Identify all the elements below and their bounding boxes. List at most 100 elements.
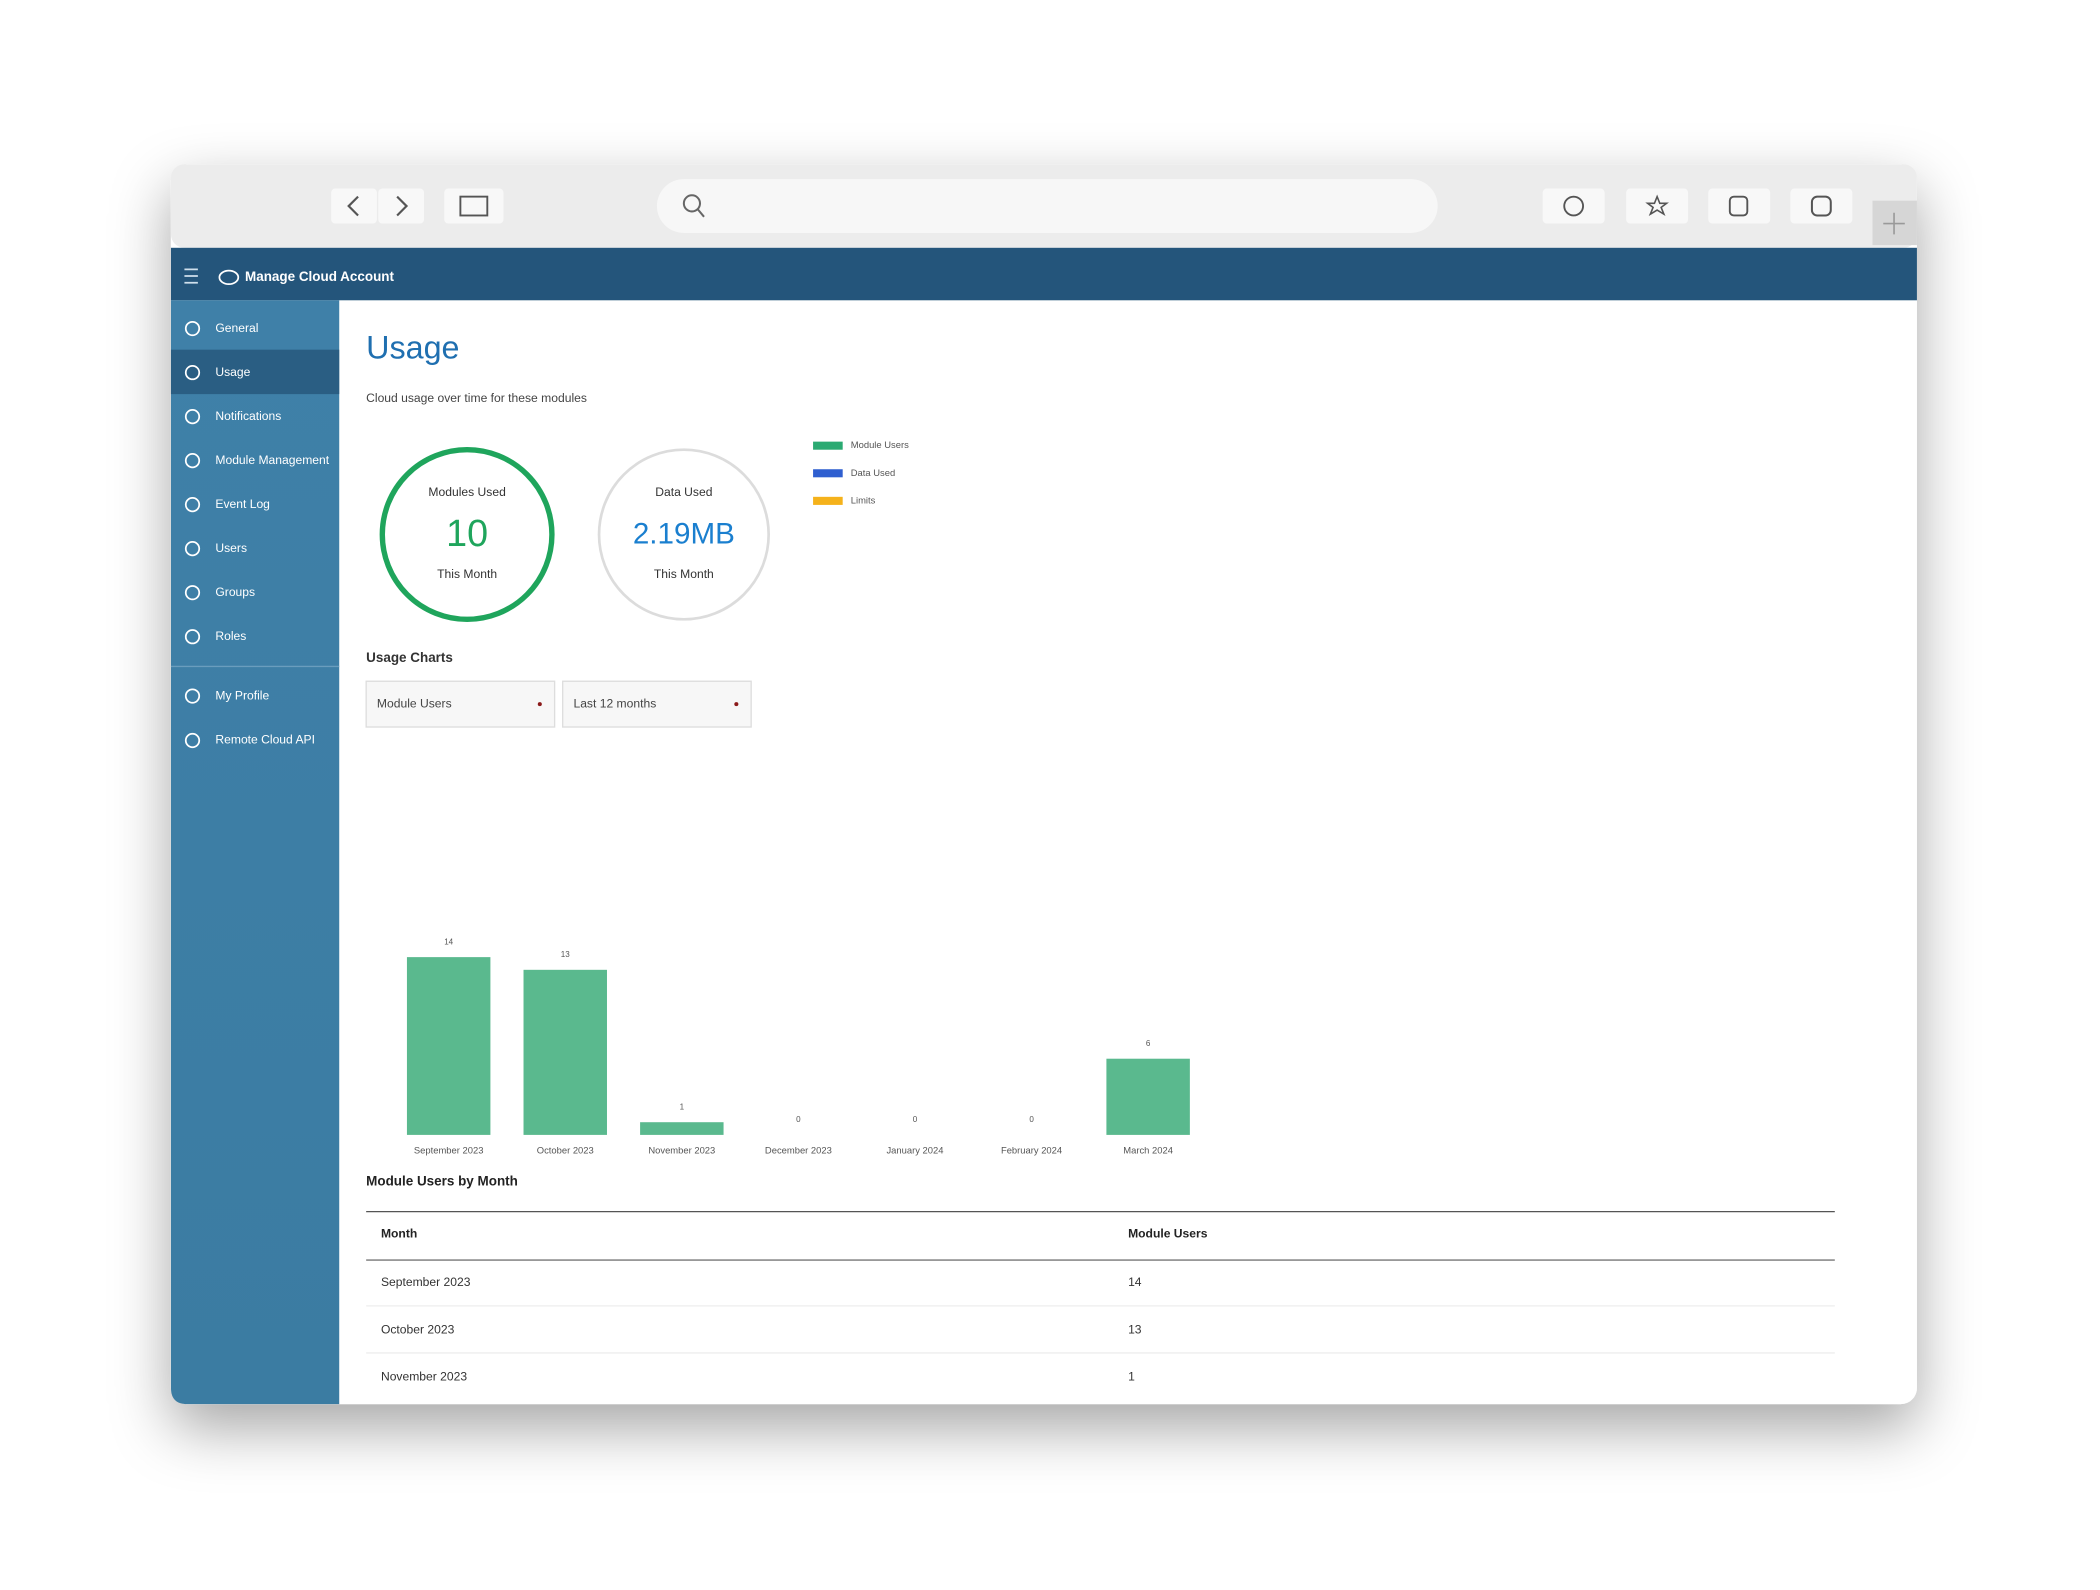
table-month: September 2023 <box>381 1275 471 1289</box>
column-header: Module Users <box>1128 1227 1208 1241</box>
x-tick-label: September 2023 <box>414 1145 484 1156</box>
x-tick-label: December 2023 <box>765 1145 832 1156</box>
data-table: Month Module Users September 2023 14 October… <box>366 1210 1835 1383</box>
sidebar-icon <box>184 497 201 513</box>
sidebar-item[interactable]: Remote Cloud API <box>215 733 315 747</box>
sidebar-item[interactable]: General <box>215 321 258 335</box>
table-month: October 2023 <box>381 1322 455 1336</box>
browser-window <box>170 164 1917 1405</box>
sidebar-icon <box>184 732 201 749</box>
sidebar-item[interactable]: Users <box>215 541 247 555</box>
share-icon <box>1728 195 1749 217</box>
cloud-icon <box>218 269 240 286</box>
app-header <box>170 247 1917 301</box>
sidebar-icon <box>184 585 201 601</box>
gauge-value: 2.19MB <box>633 518 735 551</box>
table-value: 1 <box>1128 1369 1135 1383</box>
dropdown-label: Last 12 months <box>573 696 656 710</box>
x-tick-label: November 2023 <box>648 1145 715 1156</box>
x-tick-label: January 2024 <box>886 1145 943 1156</box>
sidebar-icon <box>184 408 201 425</box>
gauge-ring <box>597 448 771 621</box>
sidebar-item[interactable]: Notifications <box>215 409 281 423</box>
legend-swatch <box>813 441 843 450</box>
gauge-label: Data Used <box>655 485 712 499</box>
gauges: Modules Used 10 This Month Data Used 2.19MB T… <box>379 447 771 623</box>
sidebar-item-active <box>170 349 340 395</box>
address-bar[interactable] <box>656 179 1438 233</box>
value-label: 0 <box>913 1115 918 1124</box>
legend-swatch <box>813 469 843 478</box>
gauge-caption: This Month <box>437 567 497 581</box>
tabs-icon <box>1810 195 1832 217</box>
reload-button[interactable] <box>1542 188 1605 224</box>
table-title: Module Users by Month <box>366 1174 518 1189</box>
search-icon-handle <box>696 208 705 218</box>
table-month: November 2023 <box>381 1369 467 1383</box>
bar <box>523 969 607 1135</box>
bar-chart: 14 September 2023 13 October 2023 1 November … <box>406 937 1190 1156</box>
bookmark-icon <box>1645 194 1669 217</box>
sidebar-item[interactable]: My Profile <box>215 688 269 702</box>
bookmark-button[interactable] <box>1626 188 1689 224</box>
menu-icon[interactable] <box>184 268 198 284</box>
dropdown-arrow <box>537 702 542 707</box>
value-label: 14 <box>444 937 453 946</box>
gauge-value: 10 <box>446 512 488 554</box>
bar <box>406 957 491 1135</box>
new-tab-icon <box>1883 212 1905 235</box>
value-label: 0 <box>796 1115 801 1124</box>
sidebar-menu: General Usage Notifications Module Manageme… <box>170 321 340 749</box>
tabs-button[interactable] <box>1790 188 1853 224</box>
search-icon <box>682 194 702 213</box>
forward-button[interactable] <box>378 188 425 224</box>
sidebar-icon <box>459 195 489 217</box>
table-value: 14 <box>1128 1275 1142 1289</box>
forward-icon <box>396 195 409 217</box>
section-title: Usage Charts <box>366 650 453 665</box>
column-header: Month <box>381 1227 417 1241</box>
table-value: 13 <box>1128 1322 1142 1336</box>
legend: Module Users Data Used Limits <box>813 439 909 505</box>
dropdown-arrow <box>734 702 739 707</box>
sidebar-icon <box>184 688 201 704</box>
legend-label: Module Users <box>851 439 909 450</box>
app-title: Manage Cloud Account <box>245 269 395 284</box>
chart-controls: Module Users Last 12 months <box>365 680 752 728</box>
value-label: 13 <box>561 950 570 959</box>
x-tick-label: March 2024 <box>1123 1145 1173 1156</box>
bar <box>1106 1058 1190 1135</box>
value-label: 1 <box>680 1103 685 1112</box>
sidebar-icon <box>184 541 201 557</box>
value-label: 6 <box>1146 1039 1151 1048</box>
sidebar-item[interactable]: Groups <box>215 585 255 599</box>
page-title: Usage <box>366 330 459 366</box>
sidebar-item[interactable]: Event Log <box>215 497 270 511</box>
sidebar-item[interactable]: Usage <box>215 365 250 379</box>
sidebar <box>170 300 340 1405</box>
gauge-ring <box>379 447 555 623</box>
back-icon <box>347 195 359 217</box>
sidebar-item[interactable]: Roles <box>215 629 246 643</box>
value-label: 0 <box>1029 1115 1034 1124</box>
legend-swatch <box>813 496 843 505</box>
share-button[interactable] <box>1708 188 1771 224</box>
sidebar-button[interactable] <box>444 188 504 224</box>
dropdown-label: Module Users <box>377 696 452 710</box>
dropdown[interactable] <box>365 680 556 728</box>
sidebar-icon <box>184 629 201 645</box>
dropdown[interactable] <box>562 680 752 728</box>
sidebar-icon <box>184 364 201 381</box>
x-tick-label: February 2024 <box>1001 1145 1062 1156</box>
x-tick-label: October 2023 <box>537 1145 594 1156</box>
gauge-caption: This Month <box>654 567 714 581</box>
sidebar-item[interactable]: Module Management <box>215 453 329 467</box>
legend-label: Limits <box>851 494 876 505</box>
gauge-label: Modules Used <box>428 485 505 499</box>
page-subtitle: Cloud usage over time for these modules <box>366 391 587 405</box>
back-button[interactable] <box>331 188 377 224</box>
bar <box>640 1122 724 1135</box>
reload-icon <box>1563 195 1585 217</box>
